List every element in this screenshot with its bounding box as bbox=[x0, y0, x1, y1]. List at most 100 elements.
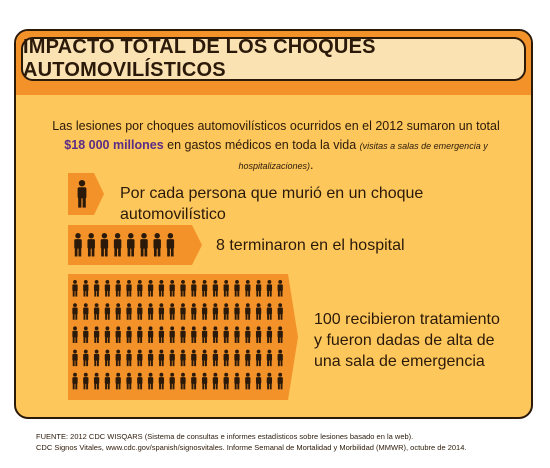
person-icon bbox=[105, 280, 110, 297]
stat-emergency-line-3: una sala de emergencia bbox=[314, 353, 485, 370]
person-icon bbox=[83, 326, 88, 343]
person-icon bbox=[83, 373, 88, 390]
person-icon bbox=[267, 373, 272, 390]
person-icon bbox=[78, 180, 87, 208]
person-icon bbox=[170, 350, 175, 367]
person-icon bbox=[234, 373, 239, 390]
person-icon bbox=[116, 280, 121, 297]
person-icon bbox=[234, 303, 239, 320]
person-icon bbox=[72, 303, 77, 320]
stat-emergency: 100 recibieron tratamiento y fueron dada… bbox=[314, 309, 500, 372]
person-icon bbox=[127, 233, 134, 256]
source-line-1: FUENTE: 2012 CDC WISQARS (Sistema de con… bbox=[36, 432, 414, 441]
intro-amount: $18 000 millones bbox=[64, 138, 164, 152]
person-icon bbox=[213, 326, 218, 343]
person-icon bbox=[180, 303, 185, 320]
person-icon bbox=[87, 233, 94, 256]
person-icon bbox=[256, 350, 261, 367]
person-icon bbox=[114, 233, 121, 256]
death-icon-box bbox=[68, 173, 104, 215]
person-icon bbox=[137, 303, 142, 320]
person-icon bbox=[213, 303, 218, 320]
person-icon bbox=[224, 303, 229, 320]
person-icon-group-8 bbox=[68, 225, 202, 265]
intro-end: . bbox=[310, 158, 314, 172]
person-icon bbox=[234, 280, 239, 297]
person-icon bbox=[202, 326, 207, 343]
person-icon bbox=[191, 350, 196, 367]
person-icon bbox=[116, 303, 121, 320]
person-icon bbox=[234, 350, 239, 367]
er-icon-box bbox=[68, 274, 298, 400]
person-icon bbox=[224, 280, 229, 297]
person-icon bbox=[72, 373, 77, 390]
person-icon-group-100 bbox=[68, 274, 298, 400]
intro-line-1: Las lesiones por choques automovilístico… bbox=[52, 119, 500, 133]
person-icon bbox=[94, 373, 99, 390]
person-icon bbox=[140, 233, 147, 256]
person-icon bbox=[202, 303, 207, 320]
person-icon bbox=[83, 350, 88, 367]
source-note: FUENTE: 2012 CDC WISQARS (Sistema de con… bbox=[36, 431, 536, 453]
person-icon bbox=[137, 280, 142, 297]
person-icon bbox=[224, 350, 229, 367]
source-line-2: CDC Signos Vitales, www.cdc.gov/spanish/… bbox=[36, 443, 467, 452]
person-icon bbox=[202, 350, 207, 367]
person-icon bbox=[180, 280, 185, 297]
person-icon bbox=[267, 326, 272, 343]
person-icon bbox=[245, 303, 250, 320]
person-icon bbox=[159, 373, 164, 390]
person-icon bbox=[191, 303, 196, 320]
card-header: IMPACTO TOTAL DE LOS CHOQUES AUTOMOVILÍS… bbox=[16, 31, 531, 95]
stat-emergency-line-2: y fueron dadas de alta de bbox=[314, 332, 495, 349]
person-icon bbox=[180, 326, 185, 343]
page-title: IMPACTO TOTAL DE LOS CHOQUES AUTOMOVILÍS… bbox=[21, 36, 526, 81]
intro-note: (visitas a salas de emergencia y hospita… bbox=[238, 141, 488, 171]
stat-hospital: 8 terminaron en el hospital bbox=[216, 237, 405, 254]
person-icon bbox=[213, 350, 218, 367]
person-icon bbox=[83, 303, 88, 320]
person-icon bbox=[278, 280, 283, 297]
person-icon bbox=[137, 326, 142, 343]
person-icon bbox=[245, 350, 250, 367]
person-icon-group-1 bbox=[68, 173, 104, 215]
person-icon bbox=[267, 303, 272, 320]
person-icon bbox=[74, 233, 81, 256]
person-icon bbox=[94, 303, 99, 320]
person-icon bbox=[126, 303, 131, 320]
person-icon bbox=[224, 373, 229, 390]
person-icon bbox=[191, 280, 196, 297]
person-icon bbox=[180, 350, 185, 367]
person-icon bbox=[94, 326, 99, 343]
person-icon bbox=[278, 303, 283, 320]
person-icon bbox=[116, 326, 121, 343]
person-icon bbox=[159, 350, 164, 367]
person-icon bbox=[170, 303, 175, 320]
person-icon bbox=[126, 280, 131, 297]
person-icon bbox=[170, 280, 175, 297]
person-icon bbox=[72, 326, 77, 343]
person-icon bbox=[159, 280, 164, 297]
person-icon bbox=[83, 280, 88, 297]
person-icon bbox=[148, 303, 153, 320]
person-icon bbox=[137, 373, 142, 390]
person-icon bbox=[213, 280, 218, 297]
person-icon bbox=[116, 350, 121, 367]
person-icon bbox=[267, 280, 272, 297]
person-icon bbox=[94, 280, 99, 297]
person-icon bbox=[126, 350, 131, 367]
stat-emergency-line-1: 100 recibieron tratamiento bbox=[314, 311, 500, 328]
person-icon bbox=[105, 326, 110, 343]
hospital-icon-box bbox=[68, 225, 202, 265]
person-icon bbox=[234, 326, 239, 343]
person-icon bbox=[267, 350, 272, 367]
person-icon bbox=[105, 303, 110, 320]
intro-line-2: en gastos médicos en toda la vida bbox=[163, 138, 360, 152]
person-icon bbox=[72, 350, 77, 367]
person-icon bbox=[153, 233, 160, 256]
stat-deaths: Por cada persona que murió en un choque … bbox=[120, 185, 424, 223]
intro-text: Las lesiones por choques automovilístico… bbox=[36, 117, 516, 176]
person-icon bbox=[245, 326, 250, 343]
person-icon bbox=[105, 373, 110, 390]
person-icon bbox=[116, 373, 121, 390]
